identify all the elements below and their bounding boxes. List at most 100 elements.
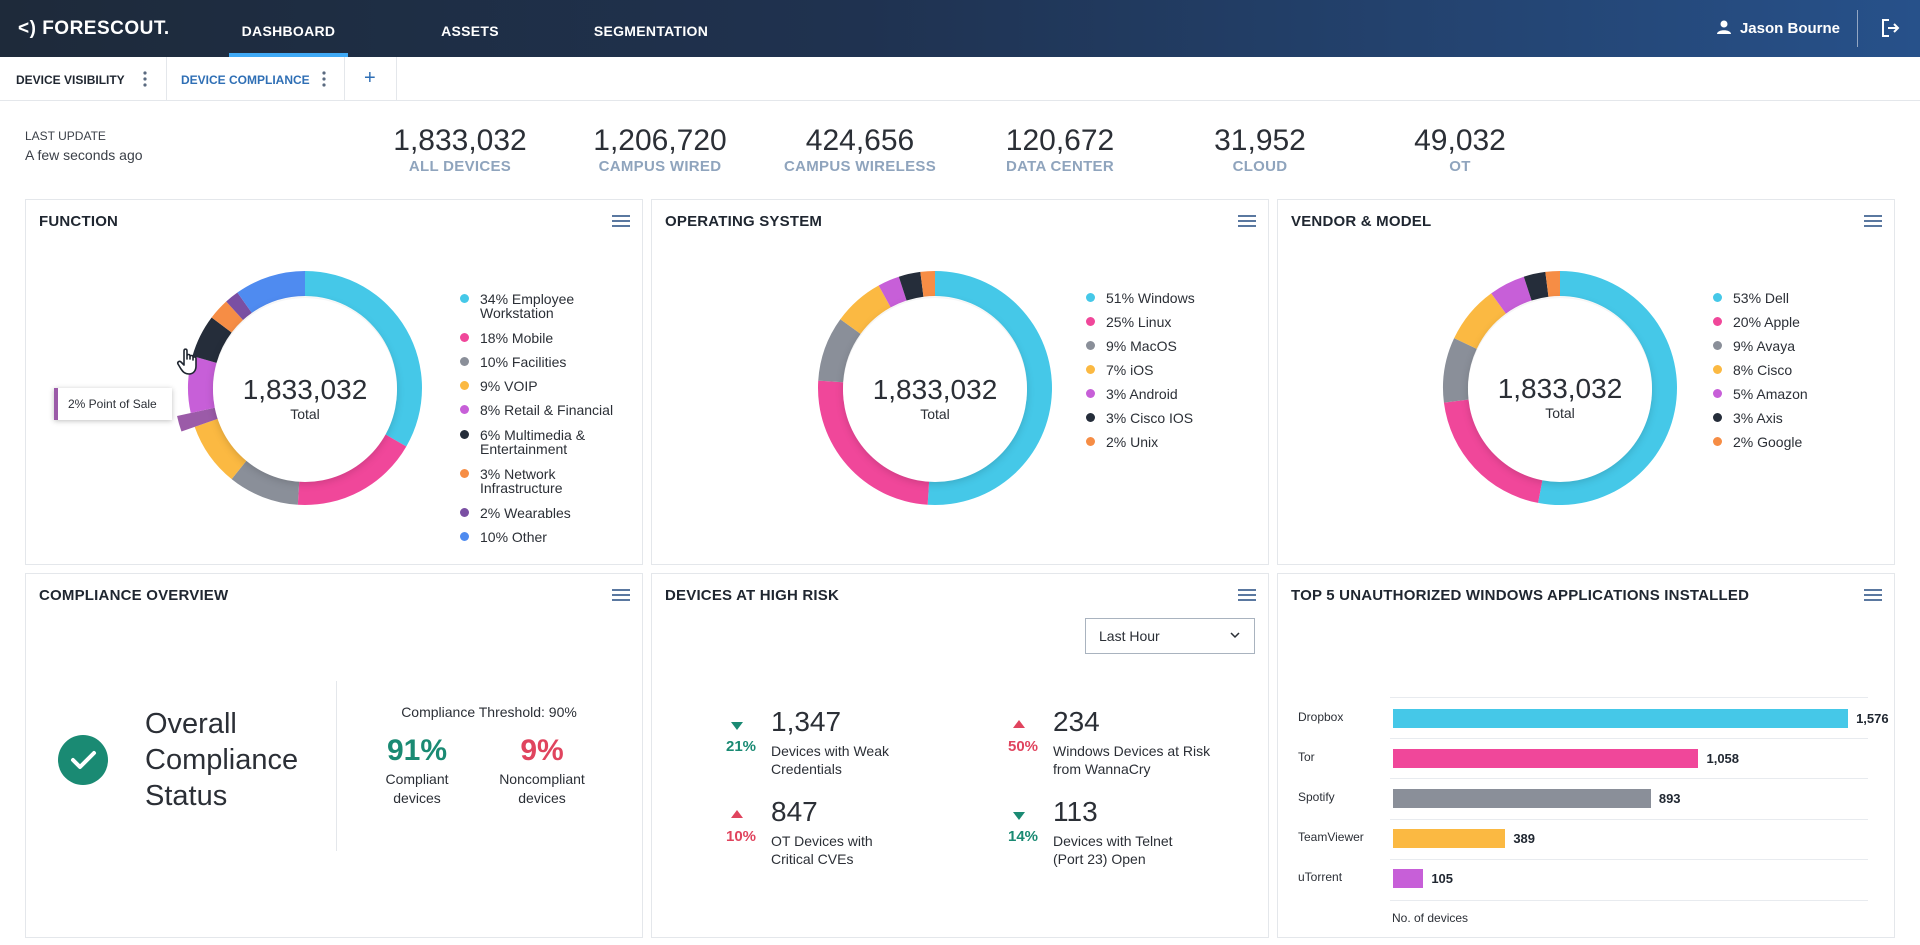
last-update-value: A few seconds ago <box>25 147 143 163</box>
stat-campus-wireless[interactable]: 424,656 CAMPUS WIRELESS <box>783 124 936 175</box>
legend-item[interactable]: 9% Avaya <box>1713 339 1808 353</box>
donut-slice-android[interactable] <box>878 276 907 308</box>
donut-slice-google[interactable] <box>1545 271 1560 297</box>
legend-item[interactable]: 6% Multimedia & Entertainment <box>460 428 610 456</box>
risk-item-wannacry[interactable]: 50% 234 Windows Devices at Risk from Wan… <box>1005 706 1265 778</box>
add-tab-button[interactable]: + <box>364 67 376 89</box>
bar-tor[interactable] <box>1393 749 1699 768</box>
legend-dot <box>1713 341 1722 350</box>
legend-item[interactable]: 3% Cisco IOS <box>1086 411 1195 425</box>
donut-slice-voip[interactable] <box>194 418 248 480</box>
legend-item[interactable]: 53% Dell <box>1713 291 1808 305</box>
stat-data-center[interactable]: 120,672 DATA CENTER <box>1005 124 1115 175</box>
legend-item[interactable]: 51% Windows <box>1086 291 1195 305</box>
stat-campus-wired[interactable]: 1,206,720 CAMPUS WIRED <box>593 124 727 175</box>
noncompliant-block[interactable]: 9% Noncompliant devices <box>482 732 602 808</box>
legend-item[interactable]: 2% Unix <box>1086 435 1195 449</box>
legend-item[interactable]: 3% Network Infrastructure <box>460 467 590 495</box>
donut-slice-facilities[interactable] <box>231 459 300 505</box>
donut-slice-multimedia-entertainment[interactable] <box>192 317 232 363</box>
tab-device-compliance[interactable]: DEVICE COMPLIANCE <box>181 73 310 87</box>
stat-ot[interactable]: 49,032 OT <box>1414 124 1506 175</box>
risk-change: 21% <box>725 738 757 755</box>
logout-icon[interactable] <box>1881 18 1901 38</box>
tab-device-visibility[interactable]: DEVICE VISIBILITY <box>16 73 125 87</box>
donut-slice-point-of-sale[interactable] <box>177 407 219 432</box>
vendor-donut-chart[interactable] <box>1410 250 1710 530</box>
hamburger-menu-icon[interactable] <box>1238 587 1256 603</box>
risk-item-weak-credentials[interactable]: 21% 1,347 Devices with Weak Credentials <box>723 706 983 778</box>
stat-cloud[interactable]: 31,952 CLOUD <box>1214 124 1306 175</box>
tab-options-icon[interactable] <box>142 70 148 88</box>
bar-teamviewer[interactable] <box>1393 829 1506 848</box>
donut-slice-other[interactable] <box>237 271 305 313</box>
legend-dot <box>460 381 469 390</box>
legend-item[interactable]: 10% Facilities <box>460 355 613 369</box>
checkmark-icon <box>71 751 96 769</box>
nav-dashboard[interactable]: DASHBOARD <box>229 0 348 57</box>
os-donut-chart[interactable] <box>785 250 1085 530</box>
hamburger-menu-icon[interactable] <box>612 213 630 229</box>
hamburger-menu-icon[interactable] <box>612 587 630 603</box>
donut-slice-ios[interactable] <box>840 285 891 334</box>
legend-dot <box>1713 317 1722 326</box>
panel-title: COMPLIANCE OVERVIEW <box>39 587 229 604</box>
bar-category-label: Dropbox <box>1298 710 1344 724</box>
donut-slice-employee-workstation[interactable] <box>305 271 422 447</box>
bar-dropbox[interactable] <box>1393 709 1849 728</box>
donut-slice-cisco-ios[interactable] <box>898 271 924 301</box>
donut-slice-avaya[interactable] <box>1443 338 1477 403</box>
legend-item[interactable]: 5% Amazon <box>1713 387 1808 401</box>
donut-slice-axis[interactable] <box>1523 271 1549 301</box>
legend-item[interactable]: 25% Linux <box>1086 315 1195 329</box>
risk-item-telnet[interactable]: 14% 113 Devices with Telnet (Port 23) Op… <box>1005 796 1265 868</box>
nav-assets[interactable]: ASSETS <box>441 23 499 39</box>
legend-item[interactable]: 8% Cisco <box>1713 363 1808 377</box>
legend-dot <box>1713 293 1722 302</box>
legend-dot <box>1086 437 1095 446</box>
legend-item[interactable]: 2% Google <box>1713 435 1808 449</box>
hand-cursor-icon <box>176 348 197 375</box>
compliant-block[interactable]: 91% Compliant devices <box>357 732 477 808</box>
hamburger-menu-icon[interactable] <box>1864 213 1882 229</box>
legend-item[interactable]: 9% VOIP <box>460 379 613 393</box>
donut-slice-unix[interactable] <box>920 271 935 297</box>
hamburger-menu-icon[interactable] <box>1238 213 1256 229</box>
donut-slice-network-infrastructure[interactable] <box>211 301 244 333</box>
nav-segmentation[interactable]: SEGMENTATION <box>593 23 709 39</box>
risk-change: 10% <box>725 828 757 845</box>
legend-item[interactable]: 9% MacOS <box>1086 339 1195 353</box>
legend-item[interactable]: 34% Employee Workstation <box>460 292 610 320</box>
donut-slice-apple[interactable] <box>1443 399 1543 503</box>
tab-options-icon[interactable] <box>321 70 327 88</box>
legend-item[interactable]: 10% Other <box>460 530 613 544</box>
legend-item[interactable]: 2% Wearables <box>460 506 613 520</box>
risk-item-ot-cves[interactable]: 10% 847 OT Devices with Critical CVEs <box>723 796 983 868</box>
legend-item[interactable]: 3% Android <box>1086 387 1195 401</box>
stat-all-devices[interactable]: 1,833,032 ALL DEVICES <box>393 124 527 175</box>
risk-count: 113 <box>1053 796 1098 827</box>
bar-utorrent[interactable] <box>1393 869 1424 888</box>
legend-dot <box>1086 293 1095 302</box>
donut-slice-macos[interactable] <box>818 319 861 383</box>
donut-slice-mobile[interactable] <box>297 434 407 505</box>
legend-dot <box>460 508 469 517</box>
legend-item[interactable]: 7% iOS <box>1086 363 1195 377</box>
legend-item[interactable]: 18% Mobile <box>460 331 613 345</box>
legend-item[interactable]: 3% Axis <box>1713 411 1808 425</box>
legend-item[interactable]: 8% Retail & Financial <box>460 403 613 417</box>
donut-slice-windows[interactable] <box>927 271 1052 505</box>
bar-spotify[interactable] <box>1393 789 1651 808</box>
user-menu[interactable]: Jason Bourne <box>1716 0 1840 57</box>
function-donut-chart[interactable] <box>155 250 455 530</box>
donut-slice-dell[interactable] <box>1538 271 1677 505</box>
time-period-select[interactable]: Last Hour <box>1085 618 1255 654</box>
forescout-logo[interactable]: <) FORESCOUT. <box>18 18 170 39</box>
legend-item[interactable]: 20% Apple <box>1713 315 1808 329</box>
donut-slice-cisco[interactable] <box>1454 293 1506 349</box>
donut-slice-wearables[interactable] <box>226 292 252 321</box>
bar-category-label: TeamViewer <box>1298 830 1364 844</box>
donut-slice-amazon[interactable] <box>1491 276 1532 314</box>
hamburger-menu-icon[interactable] <box>1864 587 1882 603</box>
legend-dot <box>1713 365 1722 374</box>
